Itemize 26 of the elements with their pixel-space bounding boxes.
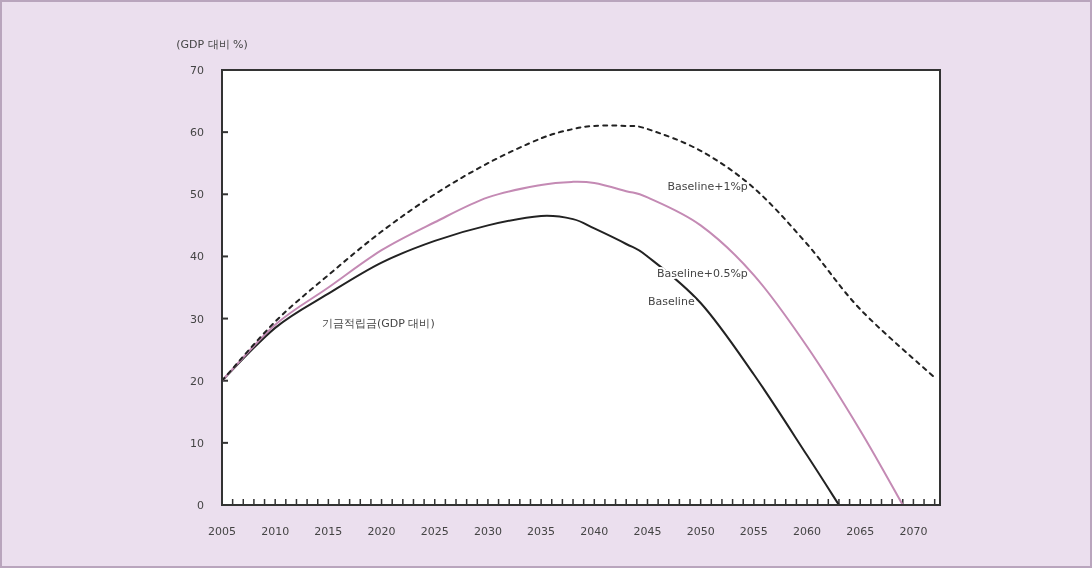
x-tick-label: 2065 bbox=[846, 525, 875, 538]
y-tick-label: 70 bbox=[190, 64, 204, 77]
series-label: Baseline bbox=[648, 295, 695, 309]
y-tick-label: 30 bbox=[190, 312, 204, 326]
x-tick-label: 2025 bbox=[420, 525, 449, 538]
annotation: 기금적립금(GDP 대비) bbox=[322, 316, 435, 330]
x-tick-label: 2030 bbox=[473, 525, 502, 538]
x-tick-label: 2050 bbox=[686, 525, 715, 538]
y-tick-label: 40 bbox=[190, 250, 204, 264]
x-tick-label: 2045 bbox=[633, 525, 662, 538]
y-tick-label: 0 bbox=[197, 499, 204, 512]
x-tick-label: 2060 bbox=[793, 525, 822, 538]
x-tick-label: 2070 bbox=[899, 525, 928, 538]
x-tick-label: 2055 bbox=[739, 525, 768, 538]
x-tick-label: 2040 bbox=[580, 525, 609, 538]
x-tick-label: 2020 bbox=[367, 525, 396, 538]
x-tick-label: 2035 bbox=[527, 525, 556, 538]
y-tick-label: 10 bbox=[190, 436, 204, 450]
x-tick-label: 2005 bbox=[208, 525, 236, 538]
series-label: Baseline+1%p bbox=[667, 180, 748, 194]
y-tick-label: 20 bbox=[190, 374, 204, 388]
x-tick-label: 2010 bbox=[261, 525, 290, 538]
x-tick-label: 2015 bbox=[314, 525, 343, 538]
y-tick-label: 50 bbox=[190, 188, 204, 202]
y-tick-label: 60 bbox=[190, 126, 204, 140]
y-axis-title: (GDP 대비 %) bbox=[176, 38, 248, 51]
